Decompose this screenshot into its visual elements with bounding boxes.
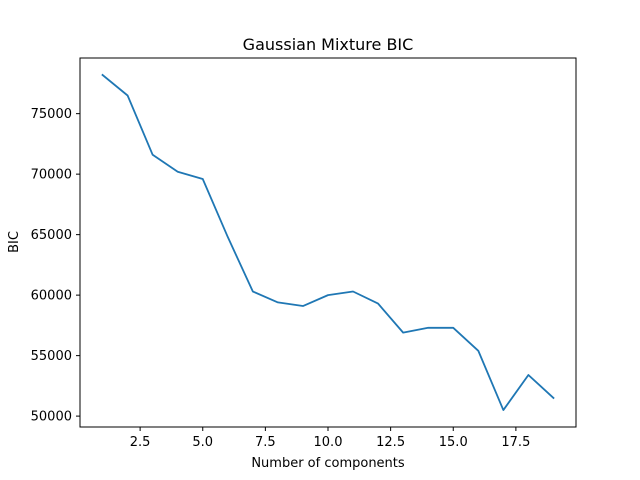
y-axis-label: BIC [7,231,22,253]
y-tick-label-2: 60000 [31,289,72,304]
y-tick-label-4: 70000 [31,168,72,183]
series-layer [101,73,555,411]
x-tick-label-5: 15.0 [439,435,468,450]
x-tick-label-1: 5.0 [192,435,213,450]
y-tick-label-5: 75000 [31,107,72,122]
y-axis: 50000 55000 60000 65000 70000 75000 [31,107,80,425]
x-axis-label: Number of components [251,456,405,471]
y-tick-label-3: 65000 [31,228,72,243]
x-tick-label-6: 17.5 [501,435,530,450]
x-tick-label-2: 7.5 [255,435,276,450]
x-tick-label-0: 2.5 [130,435,151,450]
chart-title: Gaussian Mixture BIC [243,35,414,54]
series-line-0 [101,73,555,411]
x-tick-label-4: 12.5 [376,435,405,450]
plot-area: 2.5 5.0 7.5 10.0 12.5 15.0 17.5 50000 55000 6000… [31,57,577,450]
y-tick-label-1: 55000 [31,349,72,364]
x-tick-label-3: 10.0 [314,435,343,450]
y-tick-label-0: 50000 [31,410,72,425]
x-axis: 2.5 5.0 7.5 10.0 12.5 15.0 17.5 [130,427,530,450]
